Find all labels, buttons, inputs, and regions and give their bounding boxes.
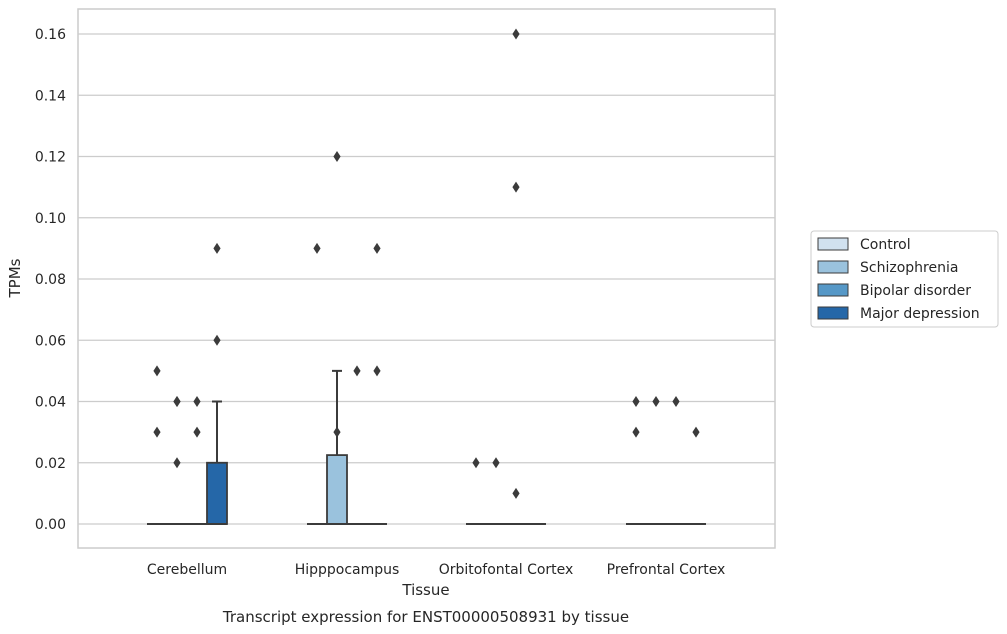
legend-label: Schizophrenia (860, 260, 958, 276)
outlier-marker (313, 242, 321, 254)
outlier-marker (213, 242, 221, 254)
box-group (187, 396, 207, 525)
legend-swatch (817, 283, 849, 297)
outlier-marker (173, 396, 181, 407)
box (206, 461, 228, 525)
outlier-marker (472, 457, 480, 469)
outlier-marker (193, 396, 201, 407)
y-tick-label: 0.06 (35, 333, 66, 349)
outlier-marker (333, 151, 341, 162)
outlier-marker (213, 334, 221, 346)
box-group (646, 396, 666, 525)
legend-swatch (817, 260, 849, 274)
legend-swatch (817, 306, 849, 320)
box (326, 454, 348, 525)
box-group (466, 457, 486, 525)
outlier-marker (173, 457, 181, 469)
gridlines (78, 33, 775, 525)
legend-frame (810, 230, 999, 328)
outlier-marker (333, 426, 341, 438)
outlier-marker (492, 457, 500, 469)
x-tick-label: Cerebellum (147, 562, 227, 578)
plot-data (147, 28, 706, 525)
outlier-marker (153, 365, 161, 377)
x-axis-ticks: Cerebellum Hipppocampus Orbitofontal Corte… (147, 562, 725, 578)
box-group (686, 426, 706, 525)
box-group (626, 396, 646, 525)
legend-label: Major depression (860, 306, 980, 322)
box-group (167, 396, 187, 525)
outlier-marker (512, 181, 520, 193)
box-group (206, 242, 228, 525)
y-tick-label: 0.04 (35, 395, 66, 411)
y-tick-label: 0.12 (35, 150, 66, 166)
box-group (147, 365, 167, 525)
box-group (326, 151, 348, 525)
box-group (367, 242, 387, 525)
legend-swatch (817, 237, 849, 251)
y-tick-label: 0.08 (35, 272, 66, 288)
outlier-marker (373, 365, 381, 377)
box-group (506, 28, 526, 525)
y-tick-label: 0.00 (35, 517, 66, 533)
y-tick-label: 0.16 (35, 27, 66, 43)
chart-caption: Transcript expression for ENST0000050893… (222, 608, 629, 626)
box-group (347, 365, 367, 525)
outlier-marker (692, 426, 700, 438)
outlier-marker (632, 426, 640, 438)
legend-label: Control (860, 237, 911, 253)
y-axis-ticks: 0.00 0.02 0.04 0.06 0.08 0.10 0.12 0.14 0.16 (35, 27, 66, 533)
outlier-marker (373, 242, 381, 254)
box-group (666, 396, 686, 525)
y-tick-label: 0.02 (35, 456, 66, 472)
outlier-marker (652, 396, 660, 407)
outlier-marker (353, 365, 361, 377)
x-tick-label: Prefrontal Cortex (607, 562, 726, 578)
x-axis-label: Tissue (401, 581, 449, 599)
legend-label: Bipolar disorder (860, 283, 971, 299)
outlier-marker (672, 396, 680, 407)
outlier-marker (632, 396, 640, 407)
x-tick-label: Orbitofontal Cortex (439, 562, 574, 578)
y-tick-label: 0.10 (35, 211, 66, 227)
y-axis-label: TPMs (6, 258, 24, 298)
outlier-marker (512, 28, 520, 40)
outlier-marker (153, 426, 161, 438)
box-group (307, 242, 327, 525)
legend: Control Schizophrenia Bipolar disorder Majo… (810, 230, 999, 328)
outlier-marker (193, 426, 201, 438)
plot-frame (77, 8, 776, 549)
y-tick-label: 0.14 (35, 88, 66, 104)
x-tick-label: Hipppocampus (295, 562, 400, 578)
box-group (486, 457, 506, 525)
outlier-marker (512, 487, 520, 499)
